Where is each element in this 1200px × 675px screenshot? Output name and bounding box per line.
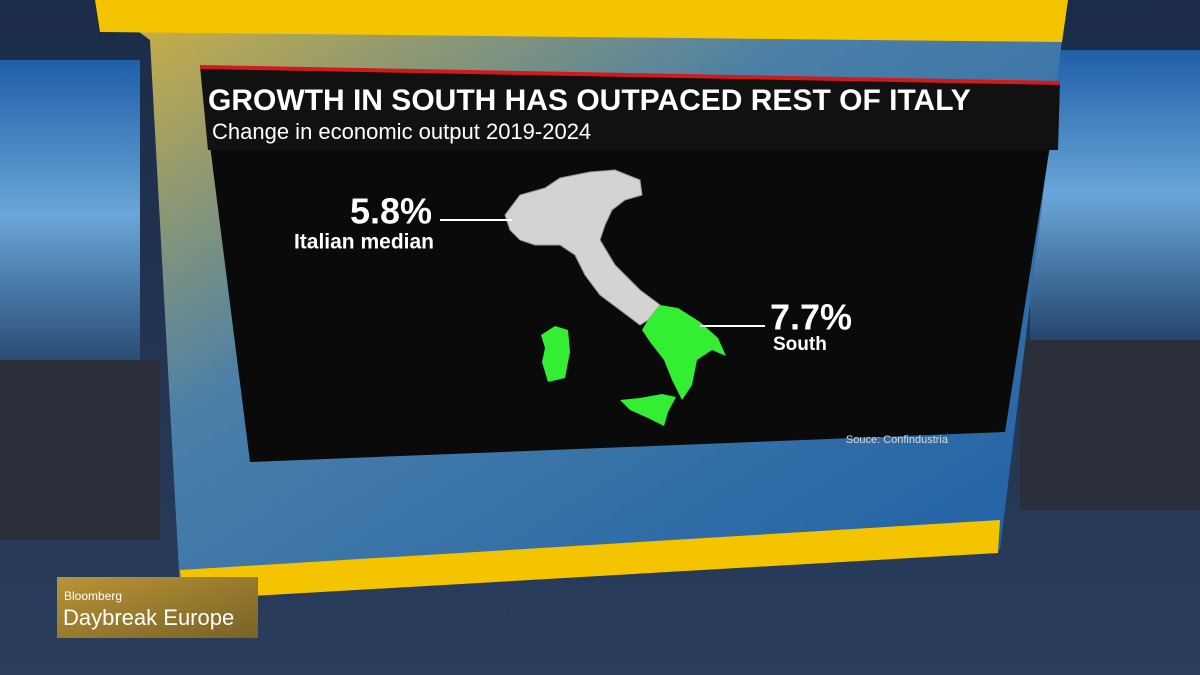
sardinia — [541, 326, 570, 382]
title-bar — [200, 66, 1060, 150]
source: Souce: Confindustria — [846, 434, 949, 446]
title: GROWTH IN SOUTH HAS OUTPACED REST OF ITA… — [208, 84, 971, 117]
show-name: Daybreak Europe — [63, 605, 234, 630]
italy-north-centre — [504, 169, 661, 326]
lower-third — [57, 577, 258, 638]
sicily — [620, 394, 676, 426]
yellow-band-bottom — [180, 520, 1000, 600]
subtitle: Change in economic output 2019-2024 — [212, 119, 591, 144]
red-rule — [199, 65, 1061, 85]
graphic-panel — [200, 66, 1060, 462]
studio-wall — [1020, 340, 1200, 510]
yellow-band-top — [95, 0, 1068, 42]
studio-wall — [0, 360, 160, 540]
italy-south — [642, 305, 726, 400]
side-screen-left — [0, 60, 140, 370]
annotation-value: 5.8% — [350, 191, 432, 232]
annotation-label: Italian median — [294, 231, 434, 254]
annotation-label: South — [773, 334, 827, 355]
annotation-value: 7.7% — [770, 297, 852, 338]
network-name: Bloomberg — [64, 589, 122, 603]
